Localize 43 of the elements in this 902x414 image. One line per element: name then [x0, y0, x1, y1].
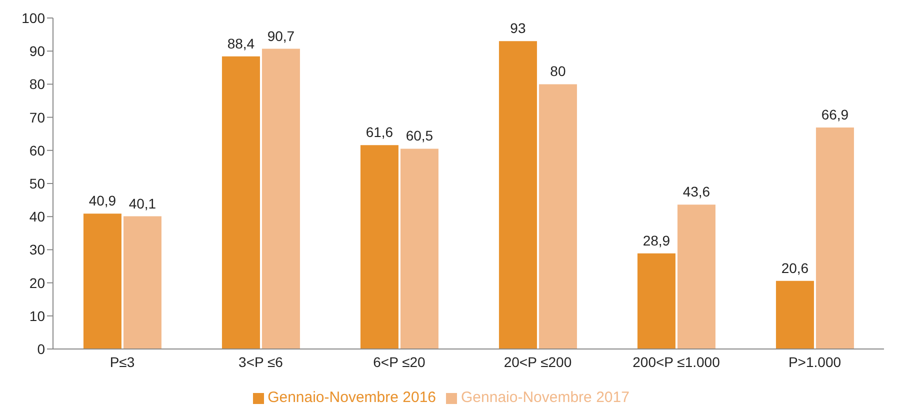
y-tick-label: 90 [29, 43, 46, 60]
x-tick-label: P>1.000 [788, 354, 842, 370]
data-label: 61,6 [366, 124, 394, 140]
x-tick-label: 20<P ≤200 [504, 354, 572, 370]
data-label: 60,5 [406, 128, 434, 144]
y-tick-label: 10 [29, 308, 46, 324]
bar [222, 56, 260, 349]
data-label: 40,9 [88, 192, 116, 209]
data-label: 90,7 [267, 28, 295, 44]
legend-label: Gennaio-Novembre 2017 [461, 389, 630, 406]
y-tick-label: 20 [29, 274, 46, 291]
bar [498, 41, 537, 349]
x-tick-label: 200<P ≤1.000 [632, 354, 720, 370]
data-label: 93 [510, 20, 526, 36]
y-tick-label: 80 [29, 76, 46, 92]
legend-label: Gennaio-Novembre 2016 [268, 389, 436, 406]
y-tick-label: 50 [29, 175, 46, 192]
x-tick-label: P≤3 [110, 354, 135, 370]
data-label: 20,6 [781, 260, 809, 276]
y-tick-label: 70 [29, 109, 46, 126]
data-label: 43,6 [682, 184, 710, 200]
data-label: 88,4 [227, 35, 255, 52]
x-tick-label: 6<P ≤20 [373, 354, 426, 370]
bar [776, 280, 814, 349]
data-label: 28,9 [642, 232, 670, 248]
data-label: 80 [550, 63, 566, 80]
bar [83, 214, 122, 349]
y-tick-label: 0 [37, 340, 46, 357]
bar [637, 253, 676, 349]
data-label: 66,9 [821, 106, 849, 123]
x-tick-label: 3<P ≤6 [238, 354, 284, 370]
bar [262, 48, 300, 349]
bar [360, 145, 398, 349]
y-tick-label: 100 [22, 10, 46, 26]
bar [816, 128, 854, 349]
y-tick-label: 30 [29, 242, 46, 258]
bar [677, 204, 716, 349]
bar [400, 148, 438, 349]
bar [123, 216, 162, 349]
y-tick-label: 40 [29, 208, 46, 225]
y-tick-label: 60 [29, 142, 46, 158]
bar [538, 84, 577, 349]
data-label: 40,1 [128, 195, 156, 212]
